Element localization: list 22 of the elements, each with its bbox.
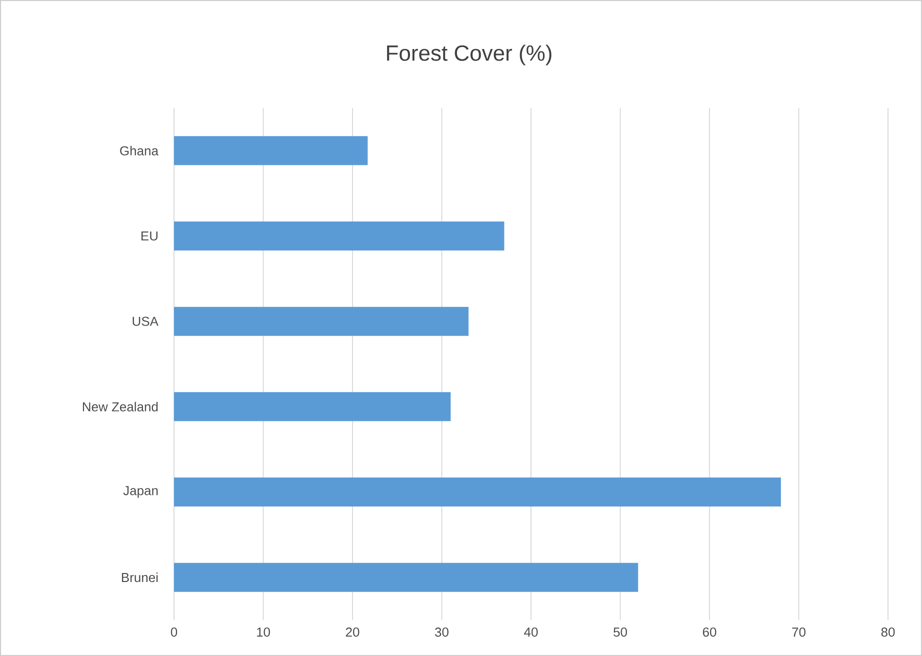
x-tick-label: 20	[346, 628, 360, 637]
bar	[174, 477, 781, 506]
y-tick-label: EU	[141, 231, 158, 241]
chart-title: Forest Cover (%)	[387, 44, 552, 66]
x-tick-label: 0	[170, 628, 178, 637]
x-tick-label: 80	[881, 628, 895, 637]
bar	[174, 136, 368, 166]
x-tick-label: 60	[702, 628, 716, 637]
bar	[174, 306, 469, 336]
y-tick-label: Ghana	[120, 146, 158, 156]
y-tick-label: USA	[132, 316, 158, 326]
x-tick-label: 30	[435, 628, 448, 637]
x-tick-label: 50	[614, 628, 627, 637]
y-tick-label: Brunei	[122, 572, 158, 582]
x-tick-label: 70	[792, 628, 806, 637]
bar	[174, 392, 451, 422]
bar	[174, 562, 638, 592]
x-tick-label: 10	[257, 628, 270, 637]
bar	[174, 221, 504, 250]
x-tick-label: 40	[524, 628, 538, 637]
y-tick-label: New Zealand	[82, 402, 158, 412]
y-tick-label: Japan	[123, 486, 158, 498]
